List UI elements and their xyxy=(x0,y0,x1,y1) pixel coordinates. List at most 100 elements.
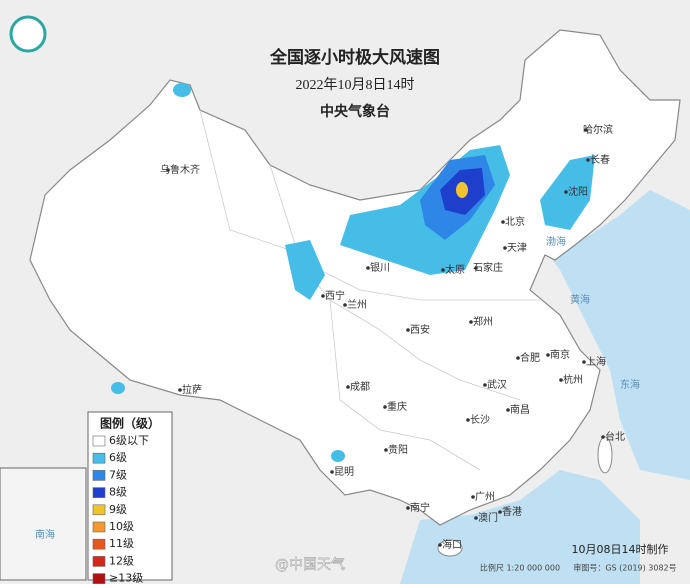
city-dot xyxy=(366,266,370,270)
datetime: 2022年10月8日14时 xyxy=(296,77,415,93)
city-label: 沈阳 xyxy=(568,185,588,198)
city-dot xyxy=(441,268,445,272)
sea-label: 东海 xyxy=(620,378,640,391)
city-dot xyxy=(178,388,182,392)
issuer: 中央气象台 xyxy=(320,103,390,120)
city-label: 天津 xyxy=(507,242,527,254)
city-dot xyxy=(503,246,507,250)
legend-title: 图例（级） xyxy=(100,416,160,431)
sea-label: 渤海 xyxy=(546,235,566,248)
city-label: 杭州 xyxy=(563,373,583,386)
legend-items: 6级以下 6级 7级 8级 9级 10级 11级 12级 ≥13级 xyxy=(92,434,149,585)
legend-label: 11级 xyxy=(109,537,134,550)
city-label: 贵阳 xyxy=(388,443,408,456)
taiwan xyxy=(597,436,613,474)
city-label: 北京 xyxy=(505,215,525,228)
city-dot xyxy=(483,383,487,387)
city-label: 合肥 xyxy=(520,351,540,364)
south-sea-inset xyxy=(0,467,87,581)
legend-swatch xyxy=(92,538,106,550)
city-dot xyxy=(586,158,590,162)
city-label: 台北 xyxy=(605,430,625,443)
city-dot xyxy=(546,353,550,357)
city-dot xyxy=(601,435,605,439)
legend-label: ≥13级 xyxy=(109,572,143,584)
city-label: 哈尔滨 xyxy=(583,123,613,136)
city-dot xyxy=(384,448,388,452)
made-time: 10月08日14时制作 xyxy=(572,543,669,556)
city-label: 成都 xyxy=(350,381,370,393)
legend-swatch xyxy=(92,452,106,464)
city-dot xyxy=(516,356,520,360)
legend-label: 7级 xyxy=(109,468,127,481)
city-dot xyxy=(330,470,334,474)
city-dot xyxy=(582,360,586,364)
city-dot xyxy=(166,168,170,172)
watermark: @中国天气 xyxy=(275,557,345,573)
city-label: 重庆 xyxy=(387,400,407,413)
legend-label: 6级 xyxy=(109,451,127,464)
city-label: 兰州 xyxy=(347,298,367,311)
sea-label: 黄海 xyxy=(570,293,590,306)
scale: 比例尺 1:20 000 000 xyxy=(480,563,560,573)
city-dot xyxy=(471,495,475,499)
city-label: 长沙 xyxy=(470,414,490,426)
legend-swatch xyxy=(92,556,106,567)
legend-swatch xyxy=(92,521,106,533)
sea-label: 南海 xyxy=(35,528,55,541)
city-dot xyxy=(406,506,410,510)
city-dot xyxy=(466,418,470,422)
city-dot xyxy=(438,543,442,547)
legend-swatch xyxy=(92,487,106,498)
city-label: 乌鲁木齐 xyxy=(160,163,200,176)
wind-zone xyxy=(331,450,345,462)
city-label: 南京 xyxy=(550,348,570,361)
hainan xyxy=(437,539,463,557)
city-label: 长春 xyxy=(590,154,610,166)
city-label: 武汉 xyxy=(487,378,507,391)
city-label: 南宁 xyxy=(410,501,430,514)
china-outline xyxy=(29,29,681,526)
legend-swatch xyxy=(92,470,106,481)
wind-zone xyxy=(456,182,468,198)
city-label: 太原 xyxy=(445,263,465,276)
city-dot xyxy=(498,510,502,514)
city-label: 南昌 xyxy=(510,403,530,416)
city-label: 郑州 xyxy=(473,315,493,328)
city-dot xyxy=(501,220,505,224)
city-dot xyxy=(584,128,588,132)
wind-zone xyxy=(111,382,125,394)
city-label: 海口 xyxy=(442,538,462,551)
legend-label: 12级 xyxy=(109,554,134,567)
wind-zone xyxy=(285,240,325,300)
city-label: 上海 xyxy=(586,355,606,368)
city-label: 香港 xyxy=(502,506,522,518)
wind-zones xyxy=(111,83,595,462)
city-dot xyxy=(506,408,510,412)
city-label: 广州 xyxy=(475,491,495,503)
legend-label: 10级 xyxy=(109,520,134,533)
legend-swatch xyxy=(92,504,106,516)
logo xyxy=(9,15,47,53)
province-line xyxy=(199,109,521,401)
city-dot xyxy=(383,405,387,409)
city-label: 昆明 xyxy=(334,466,354,478)
city-label: 银川 xyxy=(370,261,390,274)
legend-swatch xyxy=(92,573,106,584)
city-dot xyxy=(564,190,568,194)
legend-swatch xyxy=(92,435,106,447)
city-dot xyxy=(559,378,563,382)
city-dot xyxy=(474,516,478,520)
city-dot xyxy=(346,385,350,389)
city-dot xyxy=(474,266,478,270)
city-label: 石家庄 xyxy=(473,261,503,274)
city-label: 西宁 xyxy=(325,289,345,302)
city-label: 澳门 xyxy=(478,511,498,524)
legend-label: 6级以下 xyxy=(109,434,149,447)
city-label: 西安 xyxy=(410,323,430,336)
city-dot xyxy=(469,320,473,324)
city-label: 拉萨 xyxy=(182,383,202,396)
